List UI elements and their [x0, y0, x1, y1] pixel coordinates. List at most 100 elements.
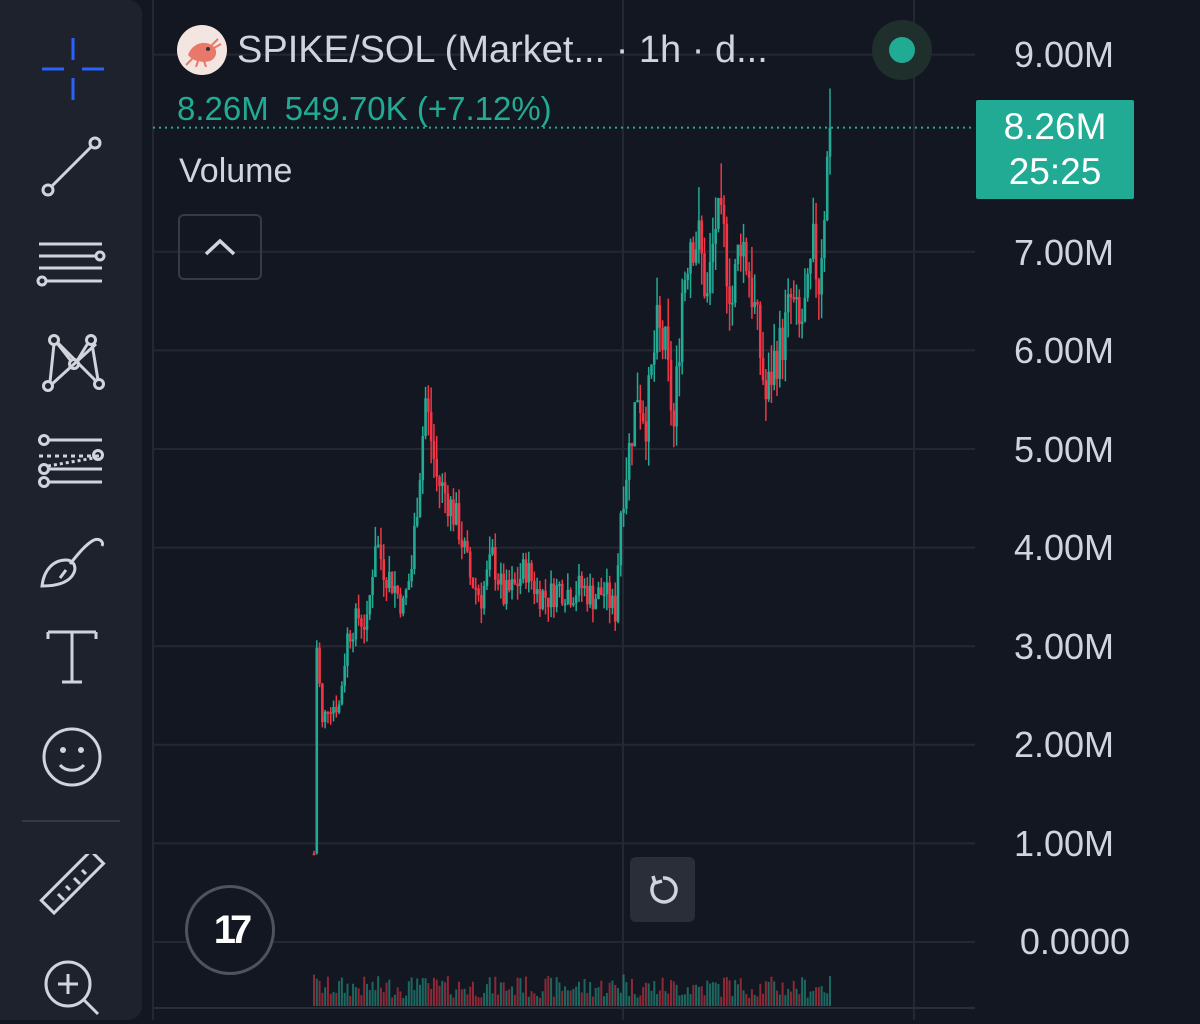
emoji-icon[interactable]: [34, 718, 108, 792]
candle-body: [468, 551, 472, 578]
volume-bar: [499, 982, 502, 1006]
candle-body: [711, 243, 715, 263]
candle-body: [348, 633, 352, 642]
volume-bar: [396, 987, 399, 1006]
volume-bar: [815, 987, 818, 1006]
candle-body: [362, 626, 366, 630]
volume-bar: [762, 993, 765, 1006]
volume-bar: [483, 992, 486, 1006]
candle-body: [599, 587, 603, 595]
volume-bar: [656, 994, 659, 1006]
candle-body: [728, 286, 731, 305]
candle-body: [627, 443, 631, 480]
volume-bar: [340, 977, 343, 1006]
trend-line-icon[interactable]: [34, 130, 108, 204]
candle-body: [800, 321, 804, 324]
candle-body: [583, 585, 586, 589]
volume-bar: [717, 983, 720, 1006]
brush-icon[interactable]: [34, 522, 108, 596]
candle-body: [577, 575, 581, 596]
collapse-legend-button[interactable]: [178, 214, 262, 280]
volume-bar: [736, 984, 739, 1006]
candle-body: [784, 312, 787, 361]
volume-bar: [605, 992, 608, 1006]
candle-body: [597, 587, 600, 599]
candle-body: [335, 707, 338, 713]
volume-bar: [460, 989, 463, 1006]
candle-body: [825, 156, 829, 221]
zoom-in-icon[interactable]: [34, 950, 108, 1024]
fib-icon[interactable]: [34, 424, 108, 498]
pattern-icon[interactable]: [34, 326, 108, 400]
candle-body: [722, 205, 726, 224]
candle-body: [809, 258, 812, 274]
candle-body: [321, 683, 324, 723]
volume-bar: [466, 994, 469, 1006]
candle-body: [775, 350, 779, 379]
price-tick: 5.00M: [1013, 429, 1114, 470]
volume-bar: [767, 981, 770, 1006]
volume-bar: [806, 997, 809, 1006]
volume-bar: [658, 990, 661, 1006]
volume-bar: [332, 991, 335, 1006]
volume-bar: [756, 996, 759, 1006]
candle-body: [457, 503, 461, 540]
horizontal-lines-icon[interactable]: [34, 228, 108, 302]
candle-body: [789, 294, 793, 298]
text-icon[interactable]: [34, 620, 108, 694]
candle-body: [770, 371, 773, 385]
volume-bar: [720, 996, 723, 1006]
candle-body: [379, 544, 383, 559]
candle-body: [346, 633, 349, 666]
candle-body: [396, 585, 399, 594]
candle-body: [329, 712, 333, 715]
ruler-icon[interactable]: [34, 852, 108, 926]
volume-bar: [700, 986, 703, 1006]
candle-body: [658, 304, 662, 328]
candle-body: [820, 258, 823, 295]
candle-body: [429, 411, 433, 442]
volume-bar: [725, 977, 728, 1006]
candle-body: [368, 595, 372, 615]
volume-bar: [611, 980, 614, 1006]
volume-bar: [441, 980, 444, 1006]
symbol-title[interactable]: SPIKE/SOL (Market... · 1h · d...: [237, 28, 768, 71]
volume-bar: [511, 986, 514, 1006]
legend-change: 549.70K (+7.12%): [284, 90, 552, 127]
volume-bar: [463, 988, 466, 1006]
volume-bar: [572, 988, 575, 1006]
candle-body: [519, 578, 522, 587]
volume-bar: [801, 977, 804, 1006]
crosshair-icon[interactable]: [34, 32, 108, 106]
candle-body: [719, 198, 723, 206]
candle-body: [382, 558, 386, 580]
volume-bar: [432, 977, 435, 1006]
volume-bar: [681, 994, 684, 1006]
last-price-tag: 8.26M 25:25: [976, 100, 1134, 199]
tradingview-logo[interactable]: 17: [185, 885, 275, 975]
volume-bar: [561, 990, 564, 1006]
bar-countdown: 25:25: [1008, 151, 1102, 192]
volume-bar: [703, 995, 706, 1006]
volume-bar: [639, 995, 642, 1006]
last-price-value: 8.26M: [1003, 106, 1107, 147]
candle-body: [502, 573, 505, 604]
market-status-indicator[interactable]: [872, 20, 932, 80]
volume-bar: [377, 976, 380, 1006]
volume-indicator-label[interactable]: Volume: [179, 152, 293, 190]
volume-bar: [709, 983, 712, 1006]
candle-body: [407, 581, 411, 590]
volume-bar: [393, 994, 396, 1006]
reset-chart-button[interactable]: [630, 857, 695, 922]
volume-bar: [360, 995, 363, 1006]
candle-body: [549, 583, 553, 608]
volume-bar: [789, 991, 792, 1006]
candle-body: [318, 647, 321, 684]
volume-bar: [664, 991, 667, 1006]
volume-bar: [547, 976, 550, 1006]
volume-bar: [533, 993, 536, 1006]
volume-bar: [787, 988, 790, 1006]
chart-header[interactable]: SPIKE/SOL (Market... · 1h · d...: [177, 24, 768, 76]
volume-bar: [764, 981, 767, 1006]
